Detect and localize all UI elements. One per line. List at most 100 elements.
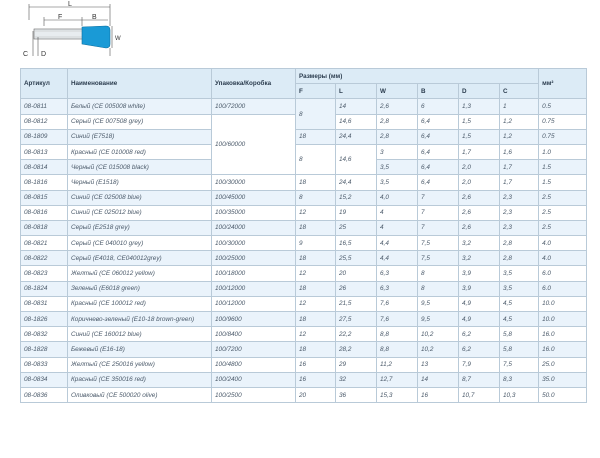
cell-area: 16.0 [538, 341, 588, 358]
cell-article: 08-0811 [20, 98, 68, 115]
cell-article: 08-1824 [20, 280, 68, 297]
cell-w: 12,7 [376, 371, 418, 388]
header-f: F [295, 83, 336, 100]
cell-f: 16 [295, 371, 336, 388]
table-row: 08-0834 Красный (CE 350016 red) 100/2400 16… [20, 371, 588, 388]
cell-b: 7,5 [417, 235, 459, 252]
cell-f: 8 [295, 189, 336, 206]
cell-article: 08-0832 [20, 326, 68, 343]
cell-b: 7,5 [417, 250, 459, 267]
cell-f: 16 [295, 356, 336, 373]
cell-d: 8,7 [458, 371, 500, 388]
cell-d: 2,0 [458, 159, 500, 176]
cell-f: 12 [295, 204, 336, 221]
cell-article: 08-0818 [20, 219, 68, 237]
cell-pack: 100/45000 [211, 189, 296, 206]
cell-c: 2,8 [498, 235, 540, 252]
cell-w: 3 [376, 143, 418, 161]
table-row: 08-0811 Белый (CE 005008 white) 100/7200… [20, 98, 588, 130]
cell-d: 7,9 [458, 356, 500, 373]
cell-c: 2,8 [498, 250, 540, 267]
table-row: 08-0831 Красный (CE 100012 red) 100/12000 1… [20, 295, 588, 313]
cell-name: Серый (E2518 grey) [67, 219, 212, 237]
cell-c: 1,2 [498, 113, 540, 130]
cell-article: 08-1826 [20, 310, 68, 328]
cell-article: 08-0836 [20, 386, 68, 404]
cell-l: 15,2 [335, 189, 377, 206]
header-c: C [498, 83, 540, 100]
table-row: 08-1816 Черный (E1518) 100/30000 18 24,4 3,5 6… [20, 174, 588, 191]
cell-article: 08-0816 [20, 204, 68, 221]
cell-l: 24,4 [335, 128, 377, 145]
cell-w: 2,8 [376, 128, 418, 145]
plastic-sleeve [81, 25, 111, 49]
cell-l: 16,5 [335, 235, 377, 252]
cell-area: 2.5 [538, 189, 588, 206]
header-article: Артикул [20, 67, 68, 100]
cell-name: Зеленый (E6018 green) [67, 280, 212, 297]
cell-w: 3,5 [376, 174, 418, 191]
cell-c: 10,3 [498, 386, 540, 404]
cell-pack: 100/72000 [211, 98, 296, 115]
cell-b: 13 [417, 356, 459, 373]
cell-area: 50.0 [538, 386, 588, 404]
cell-f: 8 [295, 143, 336, 176]
cell-f: 18 [295, 280, 336, 297]
cell-w: 6,3 [376, 265, 418, 282]
cell-c: 1,2 [498, 128, 540, 145]
cell-pack: 100/12000 [211, 280, 296, 297]
cell-w: 15,3 [376, 386, 418, 404]
table-row: 08-1824 Зеленый (E6018 green) 100/12000 18 2… [20, 280, 588, 297]
cell-name: Желтый (CE 250016 yellow) [67, 356, 212, 373]
cell-l: 20 [335, 265, 377, 282]
cell-b: 7 [417, 219, 459, 237]
cell-w: 11,2 [376, 356, 418, 373]
cell-name: Серый (CE 040010 grey) [67, 235, 212, 252]
cell-c: 8,3 [498, 371, 540, 388]
cell-l: 32 [335, 371, 377, 388]
cell-pack: 100/30000 [211, 235, 296, 252]
table-row: 08-0836 Оливковый (CE 500020 olive) 100/25… [20, 386, 588, 404]
cell-article: 08-0831 [20, 295, 68, 313]
table-row: 08-0818 Серый (E2518 grey) 100/24000 18 25 4 7… [20, 219, 588, 237]
header-dimensions: Размеры (мм) [294, 67, 540, 85]
cell-d: 6,2 [458, 326, 500, 343]
cell-l: 29 [335, 356, 377, 373]
cell-c: 1,6 [498, 143, 540, 161]
cell-d: 2,6 [458, 189, 500, 206]
cell-w: 4 [376, 204, 418, 221]
header-subrow: F L W B D C [21, 83, 587, 100]
header-pack: Упаковка/Коробка [211, 67, 296, 100]
cell-d: 3,9 [458, 265, 500, 282]
cell-f: 20 [295, 386, 336, 404]
cell-name: Красный (CE 100012 red) [67, 295, 212, 313]
table-row: 08-0823 Желтый (CE 060012 yellow) 100/1800… [20, 265, 588, 282]
cell-l: 36 [335, 386, 377, 404]
cell-f: 18 [295, 341, 336, 358]
cell-name: Синий (E7518) [67, 128, 212, 145]
table-row: 08-0832 Синий (CE 160012 blue) 100/8400 12 2… [20, 326, 588, 343]
cell-b: 6,4 [417, 143, 459, 161]
table-row: 08-0814 Черный (CE 015008 black) 3,5 6,4… [20, 159, 588, 176]
cell-b: 10,2 [417, 326, 459, 343]
cell-b: 6,4 [417, 113, 459, 130]
cell-f: 18 [295, 310, 336, 328]
cell-d: 1,5 [458, 128, 500, 145]
cell-pack: 100/8400 [211, 326, 296, 343]
cell-f: 18 [295, 250, 336, 267]
cell-article: 08-0821 [20, 235, 68, 252]
cell-name: Синий (CE 025012 blue) [67, 204, 212, 221]
cell-w: 2,8 [376, 113, 418, 130]
cell-name: Черный (CE 015008 black) [67, 159, 212, 176]
table-row: 08-0816 Синий (CE 025012 blue) 100/35000 12… [20, 204, 588, 221]
label-b: B [92, 14, 97, 21]
cell-name: Синий (CE 160012 blue) [67, 326, 212, 343]
cell-area: 0.75 [538, 128, 588, 145]
cell-pack: 100/35000 [211, 204, 296, 221]
cell-d: 3,2 [458, 250, 500, 267]
cell-d: 2,6 [458, 204, 500, 221]
cell-b: 16 [417, 386, 459, 404]
ferrule-diagram: L F B W C D [23, 1, 121, 58]
cell-article: 08-0813 [20, 143, 68, 161]
cell-l: 24,4 [335, 174, 377, 191]
